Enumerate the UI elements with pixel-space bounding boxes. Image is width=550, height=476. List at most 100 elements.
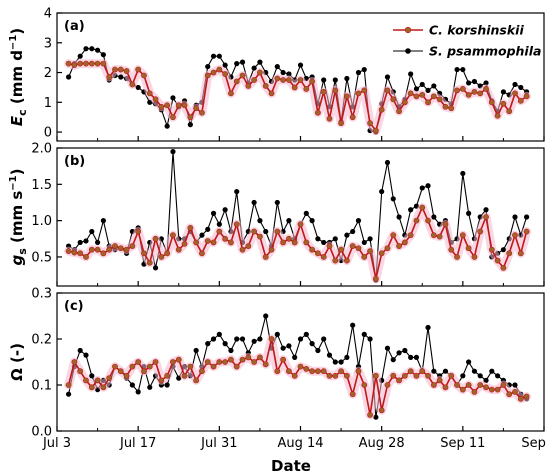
data-point bbox=[164, 372, 171, 379]
data-point bbox=[210, 336, 217, 342]
data-point bbox=[146, 90, 153, 97]
panel-label: (b) bbox=[64, 154, 85, 169]
data-point bbox=[216, 228, 223, 235]
data-point bbox=[402, 347, 408, 354]
data-point bbox=[367, 120, 373, 127]
data-point bbox=[343, 93, 350, 100]
data-point bbox=[465, 382, 472, 388]
data-point bbox=[460, 66, 466, 73]
data-point bbox=[517, 97, 524, 104]
data-point bbox=[350, 322, 356, 328]
data-point bbox=[378, 106, 385, 113]
data-point bbox=[118, 74, 124, 80]
data-point bbox=[442, 221, 449, 228]
data-point bbox=[71, 62, 78, 68]
y-axis-title: Ω (-) bbox=[8, 343, 26, 381]
data-point bbox=[350, 228, 356, 235]
data-point bbox=[343, 257, 350, 264]
data-point bbox=[234, 61, 240, 67]
data-point bbox=[210, 239, 217, 246]
data-point bbox=[320, 368, 327, 375]
data-point bbox=[146, 363, 153, 370]
data-point bbox=[309, 341, 315, 347]
data-point bbox=[454, 87, 460, 94]
data-point bbox=[152, 359, 159, 365]
x-tick-label: Jul 3 bbox=[42, 436, 71, 451]
data-point bbox=[367, 336, 373, 342]
data-point bbox=[65, 382, 72, 388]
x-tick-label: Sep 11 bbox=[440, 436, 485, 451]
y-tick-label: 3 bbox=[44, 36, 52, 51]
data-point bbox=[483, 214, 489, 220]
data-point bbox=[471, 254, 478, 260]
data-point bbox=[332, 77, 338, 83]
data-point bbox=[384, 159, 391, 166]
data-point bbox=[164, 102, 171, 109]
data-point bbox=[321, 239, 327, 246]
data-point bbox=[338, 120, 344, 127]
data-point bbox=[425, 183, 431, 189]
data-point bbox=[500, 382, 507, 388]
data-point bbox=[83, 238, 89, 244]
data-point bbox=[263, 313, 269, 319]
data-point bbox=[413, 372, 420, 379]
data-point bbox=[367, 411, 373, 418]
series-korshinskii bbox=[64, 203, 532, 284]
data-point bbox=[117, 66, 124, 73]
data-point bbox=[158, 377, 165, 384]
data-point bbox=[488, 246, 495, 253]
data-point bbox=[129, 243, 136, 249]
data-point bbox=[477, 90, 484, 97]
data-point bbox=[315, 347, 321, 354]
data-point bbox=[361, 254, 368, 260]
data-point bbox=[274, 368, 281, 375]
data-point bbox=[355, 368, 362, 375]
data-point bbox=[292, 354, 298, 360]
data-point bbox=[506, 250, 513, 257]
data-point bbox=[170, 149, 176, 155]
data-point bbox=[303, 239, 310, 246]
y-tick-label: 4 bbox=[44, 7, 52, 22]
data-point bbox=[88, 384, 95, 391]
data-point bbox=[135, 389, 141, 395]
data-point bbox=[436, 233, 443, 240]
data-point bbox=[210, 210, 217, 216]
data-point bbox=[176, 375, 182, 381]
data-point bbox=[477, 382, 484, 388]
data-point bbox=[83, 352, 89, 358]
data-point bbox=[465, 245, 472, 252]
data-point bbox=[471, 368, 478, 374]
data-point bbox=[187, 363, 194, 370]
data-point bbox=[204, 72, 211, 79]
y-axis-unit: (mm s bbox=[8, 191, 26, 249]
data-point bbox=[222, 71, 229, 77]
data-point bbox=[384, 382, 391, 388]
data-point bbox=[343, 372, 350, 379]
y-tick-label: 0.2 bbox=[31, 333, 52, 348]
data-point bbox=[332, 87, 339, 94]
data-point bbox=[112, 66, 118, 73]
data-point bbox=[466, 80, 472, 86]
data-point bbox=[123, 372, 130, 379]
data-point bbox=[309, 218, 315, 224]
data-point bbox=[512, 81, 518, 88]
data-point bbox=[390, 372, 397, 379]
data-point bbox=[257, 69, 263, 76]
data-point bbox=[326, 243, 333, 249]
data-point bbox=[401, 239, 408, 246]
data-point bbox=[83, 60, 89, 67]
data-point bbox=[500, 247, 507, 253]
data-point bbox=[94, 246, 101, 253]
x-tick-label: Jul 31 bbox=[200, 436, 237, 451]
plot-frame bbox=[56, 147, 545, 287]
y-tick-label: 1.0 bbox=[31, 214, 52, 229]
data-point bbox=[483, 86, 489, 92]
data-point bbox=[77, 53, 83, 59]
y-axis-title: gs (mm s−1) bbox=[8, 168, 29, 265]
data-point bbox=[141, 72, 147, 79]
data-point bbox=[274, 199, 280, 206]
data-point bbox=[506, 108, 513, 115]
series-psammophila bbox=[65, 149, 530, 283]
data-point bbox=[488, 386, 495, 393]
data-point bbox=[89, 373, 95, 379]
